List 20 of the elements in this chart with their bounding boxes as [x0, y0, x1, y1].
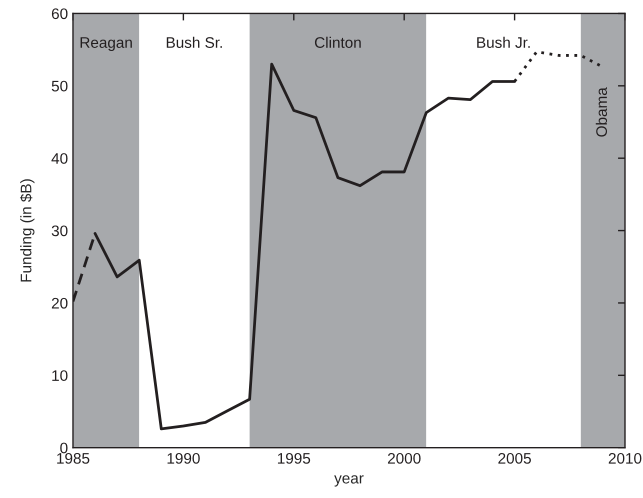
y-tick-label: 50: [52, 80, 68, 92]
y-tick-label: 0: [60, 442, 68, 454]
y-tick-label: 10: [52, 370, 68, 382]
band-label: Bush Jr.: [477, 36, 530, 48]
x-tick-label: 1990: [168, 452, 200, 464]
x-axis-title: year: [334, 475, 364, 487]
x-tick-label: 2005: [498, 452, 531, 464]
y-axis-title: Funding (in $B): [20, 179, 34, 282]
x-tick-label: 1995: [278, 452, 310, 464]
y-tick-label: 20: [52, 298, 68, 309]
band-label: Obama: [596, 87, 608, 137]
y-tick-label: 30: [52, 225, 68, 236]
y-tick-label: 60: [52, 8, 68, 20]
x-tick-label: 2000: [388, 452, 421, 464]
band-label: Bush Sr.: [166, 36, 222, 48]
y-tick-label: 40: [51, 153, 68, 164]
band-label: Clinton: [314, 36, 361, 48]
x-tick-label: 1985: [57, 452, 90, 464]
x-tick-label: 2010: [608, 452, 642, 464]
band-label: Reagan: [80, 37, 132, 51]
